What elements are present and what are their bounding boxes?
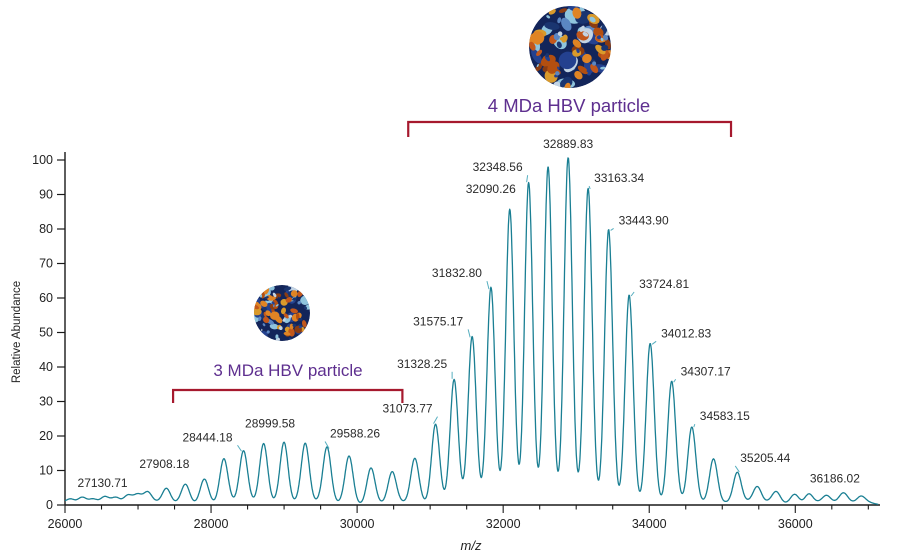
peak-label-leader bbox=[651, 340, 657, 345]
spectrum-trace bbox=[64, 157, 879, 505]
y-tick-label: 50 bbox=[39, 326, 53, 340]
peak-label: 35205.44 bbox=[740, 451, 790, 465]
peak-label: 28444.18 bbox=[182, 430, 232, 444]
peak-label: 28999.58 bbox=[245, 417, 295, 431]
peak-label: 29588.26 bbox=[330, 426, 380, 440]
peak-label-leader bbox=[526, 175, 529, 183]
peak-label: 33443.90 bbox=[619, 213, 669, 227]
peak-label-leader bbox=[673, 378, 677, 383]
peak-label-leader bbox=[467, 329, 471, 338]
annotation-4mda-label: 4 MDa HBV particle bbox=[487, 95, 651, 116]
capsid-icon-3mda bbox=[254, 285, 310, 341]
peak-label-leader bbox=[610, 228, 614, 231]
annotation-4mda-bracket bbox=[407, 120, 733, 137]
peak-label-leader bbox=[486, 280, 490, 290]
y-tick-label: 30 bbox=[39, 395, 53, 409]
peak-label: 27130.71 bbox=[78, 476, 128, 490]
peak-label: 31073.77 bbox=[382, 402, 432, 416]
y-tick-label: 20 bbox=[39, 429, 53, 443]
peak-label: 33724.81 bbox=[639, 277, 689, 291]
peak-label-leader bbox=[324, 441, 330, 449]
annotation-3mda-label: 3 MDa HBV particle bbox=[213, 361, 363, 380]
peak-label: 34307.17 bbox=[681, 364, 731, 378]
y-tick-label: 70 bbox=[39, 257, 53, 271]
peak-label-leader bbox=[734, 465, 740, 473]
peak-label-leader bbox=[630, 291, 635, 297]
y-tick-label: 0 bbox=[46, 498, 53, 512]
x-tick-label: 36000 bbox=[778, 517, 813, 531]
x-tick-label: 26000 bbox=[48, 517, 83, 531]
x-tick-label: 32000 bbox=[486, 517, 521, 531]
peak-label: 36186.02 bbox=[810, 472, 860, 486]
x-tick-label: 34000 bbox=[632, 517, 667, 531]
capsid-icon-4mda bbox=[529, 6, 611, 88]
y-tick-label: 10 bbox=[39, 464, 53, 478]
peak-label: 31832.80 bbox=[432, 266, 482, 280]
annotation-3mda-bracket bbox=[171, 388, 404, 403]
y-tick-label: 80 bbox=[39, 222, 53, 236]
x-tick-label: 28000 bbox=[194, 517, 229, 531]
y-tick-label: 100 bbox=[32, 153, 53, 167]
peak-label: 32348.56 bbox=[473, 160, 523, 174]
peak-label-leader bbox=[693, 423, 696, 428]
y-tick-label: 90 bbox=[39, 188, 53, 202]
peak-label: 31328.25 bbox=[397, 357, 447, 371]
x-axis-title: m/z bbox=[460, 538, 482, 553]
peak-label: 31575.17 bbox=[413, 314, 463, 328]
peak-label: 27908.18 bbox=[139, 457, 189, 471]
y-tick-label: 60 bbox=[39, 291, 53, 305]
peak-label: 32090.26 bbox=[466, 182, 516, 196]
peak-label: 34583.15 bbox=[700, 409, 750, 423]
y-axis-title: Relative Abundance bbox=[11, 280, 23, 384]
peak-label: 32889.83 bbox=[543, 137, 593, 151]
x-tick-label: 30000 bbox=[340, 517, 375, 531]
peak-label-leader bbox=[237, 444, 242, 452]
peak-label-leader bbox=[433, 416, 438, 424]
y-tick-label: 40 bbox=[39, 360, 53, 374]
peak-label: 34012.83 bbox=[661, 326, 711, 340]
peak-label: 33163.34 bbox=[594, 171, 644, 185]
peak-label-leader bbox=[588, 185, 591, 190]
